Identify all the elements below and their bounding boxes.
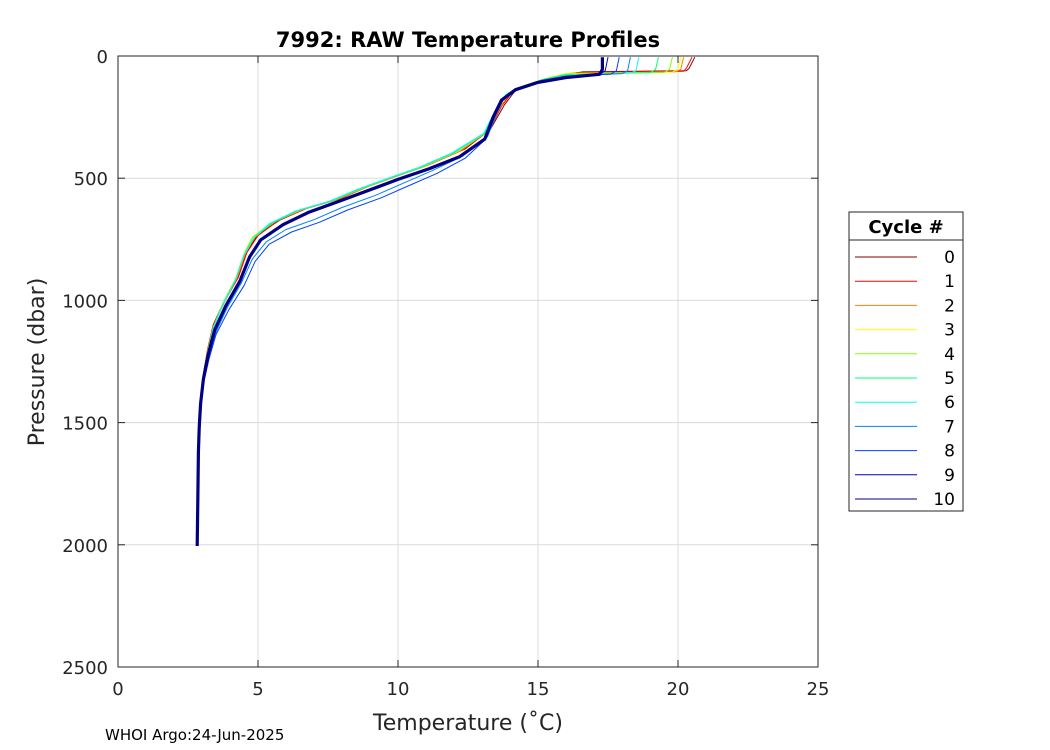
series-group: [195, 56, 696, 547]
x-tick-label: 10: [387, 679, 410, 700]
grid: [118, 56, 818, 667]
chart-title: 7992: RAW Temperature Profiles: [276, 28, 660, 52]
series-line-cycle-10: [195, 57, 605, 547]
legend-label: 0: [944, 248, 955, 268]
plot-area: [117, 55, 819, 668]
legend-label: 8: [944, 442, 955, 462]
x-tick-label: 0: [112, 679, 123, 700]
y-tick-label: 1000: [62, 291, 108, 312]
x-axis-label: Temperature (˚C): [372, 711, 563, 736]
y-tick-label: 2000: [62, 536, 108, 557]
legend-label: 4: [944, 345, 955, 365]
legend-label: 10: [933, 490, 955, 510]
y-tick-label: 1500: [62, 414, 108, 435]
legend-label: 6: [944, 393, 955, 413]
axes-frame: [117, 55, 819, 668]
legend-label: 7: [944, 417, 955, 437]
legend-box: [848, 211, 964, 512]
x-tick-label: 15: [527, 679, 550, 700]
legend-label: 3: [944, 321, 955, 341]
tick-marks: [117, 55, 819, 668]
legend: Cycle # 0 1 2 3 4 5 6 7 8 9 10: [848, 211, 964, 512]
y-tick-label: 500: [74, 169, 108, 190]
x-tick-label: 25: [807, 679, 830, 700]
x-tick-label: 20: [667, 679, 690, 700]
y-axis-label: Pressure (dbar): [25, 278, 50, 447]
y-tick-label: 0: [97, 47, 108, 68]
footer-credit: WHOI Argo:24-Jun-2025: [105, 726, 284, 744]
legend-title: Cycle #: [868, 217, 943, 238]
x-tick-label: 5: [252, 679, 263, 700]
legend-label: 1: [944, 272, 955, 292]
legend-items: 0 1 2 3 4 5 6 7 8 9 10: [855, 248, 955, 510]
legend-label: 9: [944, 466, 955, 486]
legend-label: 2: [944, 296, 955, 316]
axes-background: [118, 56, 818, 667]
y-tick-label: 2500: [62, 658, 108, 679]
legend-label: 5: [944, 369, 955, 389]
